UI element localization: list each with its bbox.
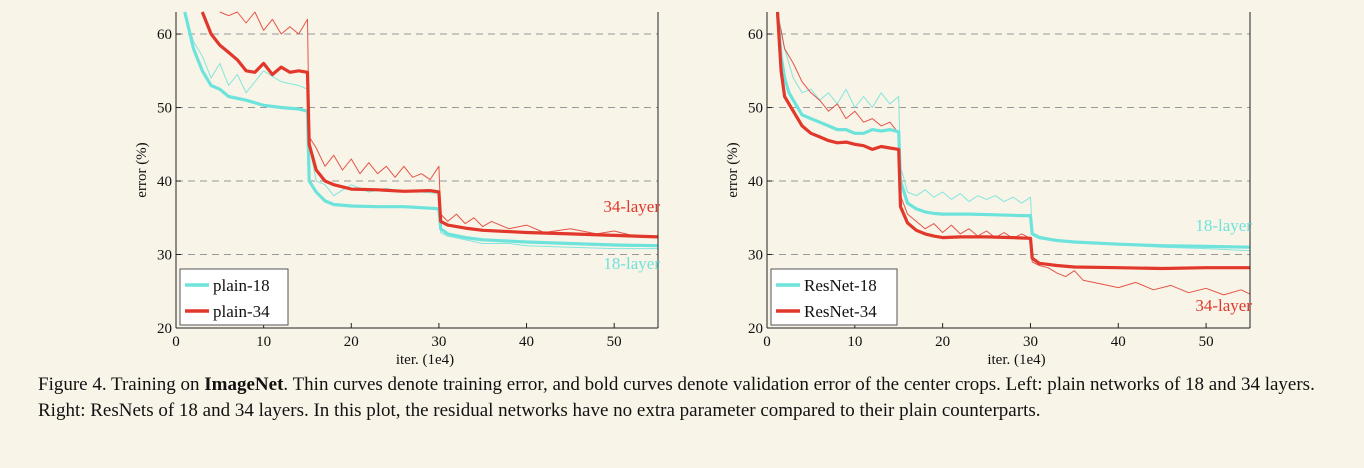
right-chart: 0 10 20 30 40 50 20 30 40 50 60 iter. (1e4) error… xyxy=(725,11,1252,368)
y-tick-label-40: 40 xyxy=(157,174,172,190)
y-tick-label-50: 50 xyxy=(748,101,763,117)
right-annotation-18-layer: 18-layer xyxy=(1195,216,1252,235)
left-annotation-34-layer: 34-layer xyxy=(603,197,660,216)
right-axes xyxy=(766,12,1251,329)
y-tick-label-60: 60 xyxy=(748,27,763,43)
figure-canvas: 0 10 20 30 40 50 20 30 40 50 60 iter. (1e4) error… xyxy=(134,11,1252,368)
right-legend-label-resnet-18: ResNet-18 xyxy=(804,276,877,295)
x-tick-label-10: 10 xyxy=(256,334,271,350)
right-legend-label-resnet-34: ResNet-34 xyxy=(804,302,877,321)
x-tick-label-10: 10 xyxy=(847,334,862,350)
series-line-plain-34-train xyxy=(219,11,659,237)
left-y-axis-label: error (%) xyxy=(134,142,150,197)
y-tick-label-20: 20 xyxy=(748,321,763,337)
right-annotation-34-layer: 34-layer xyxy=(1195,296,1252,315)
caption-bold-dataset: ImageNet xyxy=(204,374,284,395)
figure-caption: Figure 4. Training on ImageNet. Thin cur… xyxy=(38,372,1338,424)
y-tick-label-50: 50 xyxy=(157,101,172,117)
left-legend-label-plain-34: plain-34 xyxy=(213,302,270,321)
x-tick-label-20: 20 xyxy=(344,334,359,350)
x-tick-label-40: 40 xyxy=(1111,334,1126,350)
x-tick-label-40: 40 xyxy=(519,334,534,350)
right-y-tick-labels: 20 30 40 50 60 xyxy=(748,27,763,337)
left-annotation-18-layer: 18-layer xyxy=(603,254,660,273)
x-tick-label-0: 0 xyxy=(172,334,180,350)
left-x-tick-labels: 0 10 20 30 40 50 xyxy=(172,334,621,350)
x-tick-label-30: 30 xyxy=(431,334,446,350)
right-x-tick-labels: 0 10 20 30 40 50 xyxy=(763,334,1213,350)
left-chart: 0 10 20 30 40 50 20 30 40 50 60 iter. (1e4) error… xyxy=(134,11,660,368)
series-line-plain-18 xyxy=(183,11,659,248)
y-tick-label-40: 40 xyxy=(748,174,763,190)
y-tick-label-30: 30 xyxy=(157,248,172,264)
left-y-tick-labels: 20 30 40 50 60 xyxy=(157,27,172,337)
series-line-resnet-34 xyxy=(775,11,1250,271)
x-tick-label-20: 20 xyxy=(935,334,950,350)
left-series-lines xyxy=(183,11,659,250)
right-x-axis-label: iter. (1e4) xyxy=(987,352,1045,368)
series-line-resnet-34-train xyxy=(777,11,1251,296)
right-legend-box xyxy=(770,268,898,326)
x-tick-label-30: 30 xyxy=(1023,334,1038,350)
left-x-axis-label: iter. (1e4) xyxy=(396,352,454,368)
x-tick-label-50: 50 xyxy=(607,334,622,350)
caption-prefix: Figure 4. Training on xyxy=(38,374,205,395)
left-legend-box xyxy=(179,268,289,326)
y-tick-label-20: 20 xyxy=(157,321,172,337)
left-axes xyxy=(175,12,659,329)
x-tick-label-50: 50 xyxy=(1199,334,1214,350)
right-y-axis-label: error (%) xyxy=(725,142,741,197)
series-line-resnet-18 xyxy=(775,11,1251,249)
series-line-plain-18-train xyxy=(184,11,658,250)
y-tick-label-60: 60 xyxy=(157,27,172,43)
x-tick-label-0: 0 xyxy=(763,334,771,350)
left-legend-label-plain-18: plain-18 xyxy=(213,276,270,295)
right-legend: ResNet-18 ResNet-34 xyxy=(770,268,898,326)
series-line-plain-34 xyxy=(200,11,659,239)
y-tick-label-30: 30 xyxy=(748,248,763,264)
left-legend: plain-18 plain-34 xyxy=(179,268,289,326)
caption-body: . Thin curves denote training error, and… xyxy=(38,374,1315,421)
right-series-lines xyxy=(775,11,1251,296)
